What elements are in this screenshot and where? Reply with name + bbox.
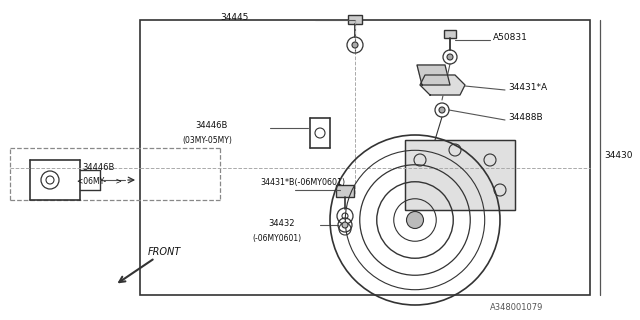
Bar	[140, 20, 590, 295]
Circle shape	[447, 54, 453, 60]
Text: (-06MY0601): (-06MY0601)	[252, 235, 301, 244]
Text: 34431*B(-06MY0601): 34431*B(-06MY0601)	[260, 179, 345, 188]
Text: 34488B: 34488B	[508, 114, 543, 123]
Text: 34431*A: 34431*A	[508, 84, 547, 92]
Polygon shape	[417, 65, 450, 85]
Text: A50831: A50831	[493, 34, 528, 43]
Bar	[444, 30, 456, 38]
Bar	[348, 15, 362, 24]
Text: 34446B: 34446B	[195, 122, 227, 131]
Text: 34430: 34430	[604, 150, 632, 159]
Text: 34445: 34445	[220, 12, 248, 21]
Bar	[336, 185, 354, 197]
Text: A348001079: A348001079	[490, 303, 543, 313]
Text: 34446B: 34446B	[82, 164, 115, 172]
Bar	[405, 140, 515, 210]
Text: FRONT: FRONT	[148, 247, 181, 257]
Circle shape	[439, 107, 445, 113]
Text: 34432: 34432	[268, 219, 294, 228]
Circle shape	[352, 42, 358, 48]
Circle shape	[342, 222, 348, 228]
Circle shape	[406, 212, 424, 228]
Bar	[405, 140, 515, 210]
Text: (03MY-05MY): (03MY-05MY)	[182, 135, 232, 145]
Text: <06MY-    >: <06MY- >	[77, 178, 122, 187]
Polygon shape	[420, 75, 465, 95]
